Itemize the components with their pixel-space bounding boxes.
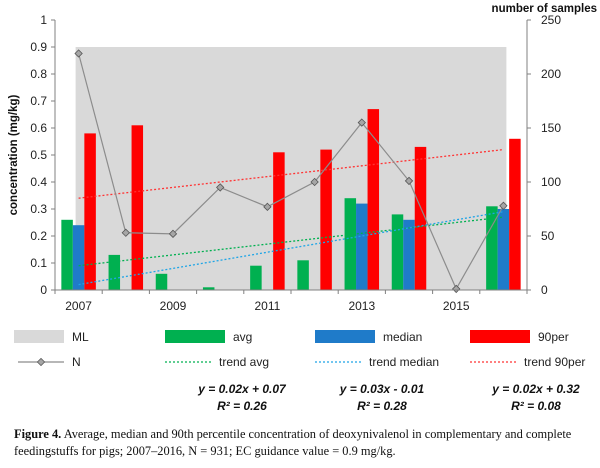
left-tick-label: 0.2	[30, 229, 47, 243]
legend-swatch-90per	[470, 330, 530, 343]
samples-line	[78, 53, 504, 291]
legend-swatch-N-marker	[36, 357, 46, 367]
legend-label-90per: 90per	[538, 330, 569, 344]
samples-point-2011	[263, 202, 272, 212]
legend-label-trend-avg: trend avg	[219, 355, 269, 369]
ml-area	[75, 47, 507, 290]
left-tick-label: 0.7	[30, 94, 47, 108]
caption-label: Figure 4.	[14, 427, 62, 441]
trend-line-trend-90per	[78, 148, 504, 199]
legend-label-ML: ML	[72, 330, 89, 344]
legend-swatch-median	[315, 330, 375, 343]
bar-avg-2009	[155, 273, 168, 290]
legend-label-trend-median: trend median	[369, 355, 439, 369]
equation-trend-avg: y = 0.02x + 0.07	[197, 382, 287, 396]
left-tick-label: 0.5	[30, 148, 47, 162]
bar-avg-2007	[61, 219, 73, 290]
caption-text: Average, median and 90th percentile conc…	[14, 427, 572, 458]
chart: 0 0.1 0.2 0.3 0.4 0.5 0.6 0.7 0.8 0.9 1 0 50 100 150 20…	[8, 3, 597, 413]
bar-90per-2011	[273, 152, 285, 290]
left-tick-label: 0.9	[30, 40, 47, 54]
bar-90per-2016	[509, 138, 521, 290]
x-tick-label: 2015	[443, 299, 470, 313]
legend-label-median: median	[383, 330, 422, 344]
right-axis-title: number of samples	[492, 3, 597, 15]
x-tick-label: 2007	[65, 299, 92, 313]
r-squared-trend-avg: R² = 0.26	[217, 399, 267, 413]
legend-label-avg: avg	[233, 330, 252, 344]
bar-90per-2014	[414, 146, 427, 290]
bar-avg-2014	[391, 214, 404, 290]
samples-point-2012	[310, 177, 319, 187]
right-tick-label: 250	[541, 13, 561, 27]
legend-label-N: N	[72, 355, 81, 369]
figure-caption: Figure 4. Average, median and 90th perce…	[14, 426, 588, 460]
right-tick-label: 100	[541, 175, 561, 189]
left-tick-label: 1	[40, 13, 47, 27]
legend-swatch-avg	[165, 330, 225, 343]
trend-line-trend-avg	[78, 216, 504, 267]
equation-trend-90per: y = 0.02x + 0.32	[491, 382, 580, 396]
bar-median-2016	[497, 209, 510, 290]
bar-90per-2013	[367, 109, 380, 290]
bar-avg-2011	[250, 265, 262, 290]
samples-point-2014	[404, 176, 414, 186]
bar-median-2007	[72, 225, 85, 290]
r-squared-trend-90per: R² = 0.08	[511, 399, 561, 413]
left-tick-label: 0.4	[30, 175, 47, 189]
left-tick-label: 0.3	[30, 202, 47, 216]
right-tick-label: 150	[541, 121, 561, 135]
bar-90per-2007	[84, 133, 96, 290]
samples-point-2010	[216, 183, 225, 192]
x-tick-label: 2009	[160, 299, 187, 313]
right-tick-label: 0	[541, 283, 548, 297]
left-axis-title: concentration (mg/kg)	[8, 94, 20, 215]
samples-point-2013	[357, 118, 366, 127]
bar-90per-2012	[320, 149, 332, 290]
bar-median-2013	[356, 203, 368, 290]
left-tick-label: 0	[40, 283, 47, 297]
samples-point-2015	[452, 284, 461, 294]
legend-label-trend-90per: trend 90per	[524, 355, 585, 369]
legend-swatch-ML	[14, 330, 64, 343]
left-tick-label: 0.6	[30, 121, 47, 135]
bar-avg-2010	[202, 287, 215, 290]
bar-avg-2008	[108, 254, 121, 290]
x-tick-label: 2013	[348, 299, 375, 313]
bar-median-2014	[403, 219, 415, 290]
bar-90per-2008	[131, 125, 144, 290]
bar-avg-2013	[344, 198, 357, 290]
samples-point-2008	[121, 228, 130, 237]
samples-point-2007	[74, 49, 83, 58]
bar-avg-2012	[297, 260, 309, 290]
r-squared-trend-median: R² = 0.28	[357, 399, 407, 413]
right-tick-label: 50	[541, 229, 555, 243]
right-tick-label: 200	[541, 67, 561, 81]
samples-point-2009	[168, 229, 178, 239]
bar-avg-2016	[486, 206, 498, 290]
left-tick-label: 0.1	[30, 256, 47, 270]
left-tick-label: 0.8	[30, 67, 47, 81]
equation-trend-median: y = 0.03x - 0.01	[339, 382, 425, 396]
x-tick-label: 2011	[254, 299, 280, 313]
samples-point-2016	[499, 201, 508, 210]
